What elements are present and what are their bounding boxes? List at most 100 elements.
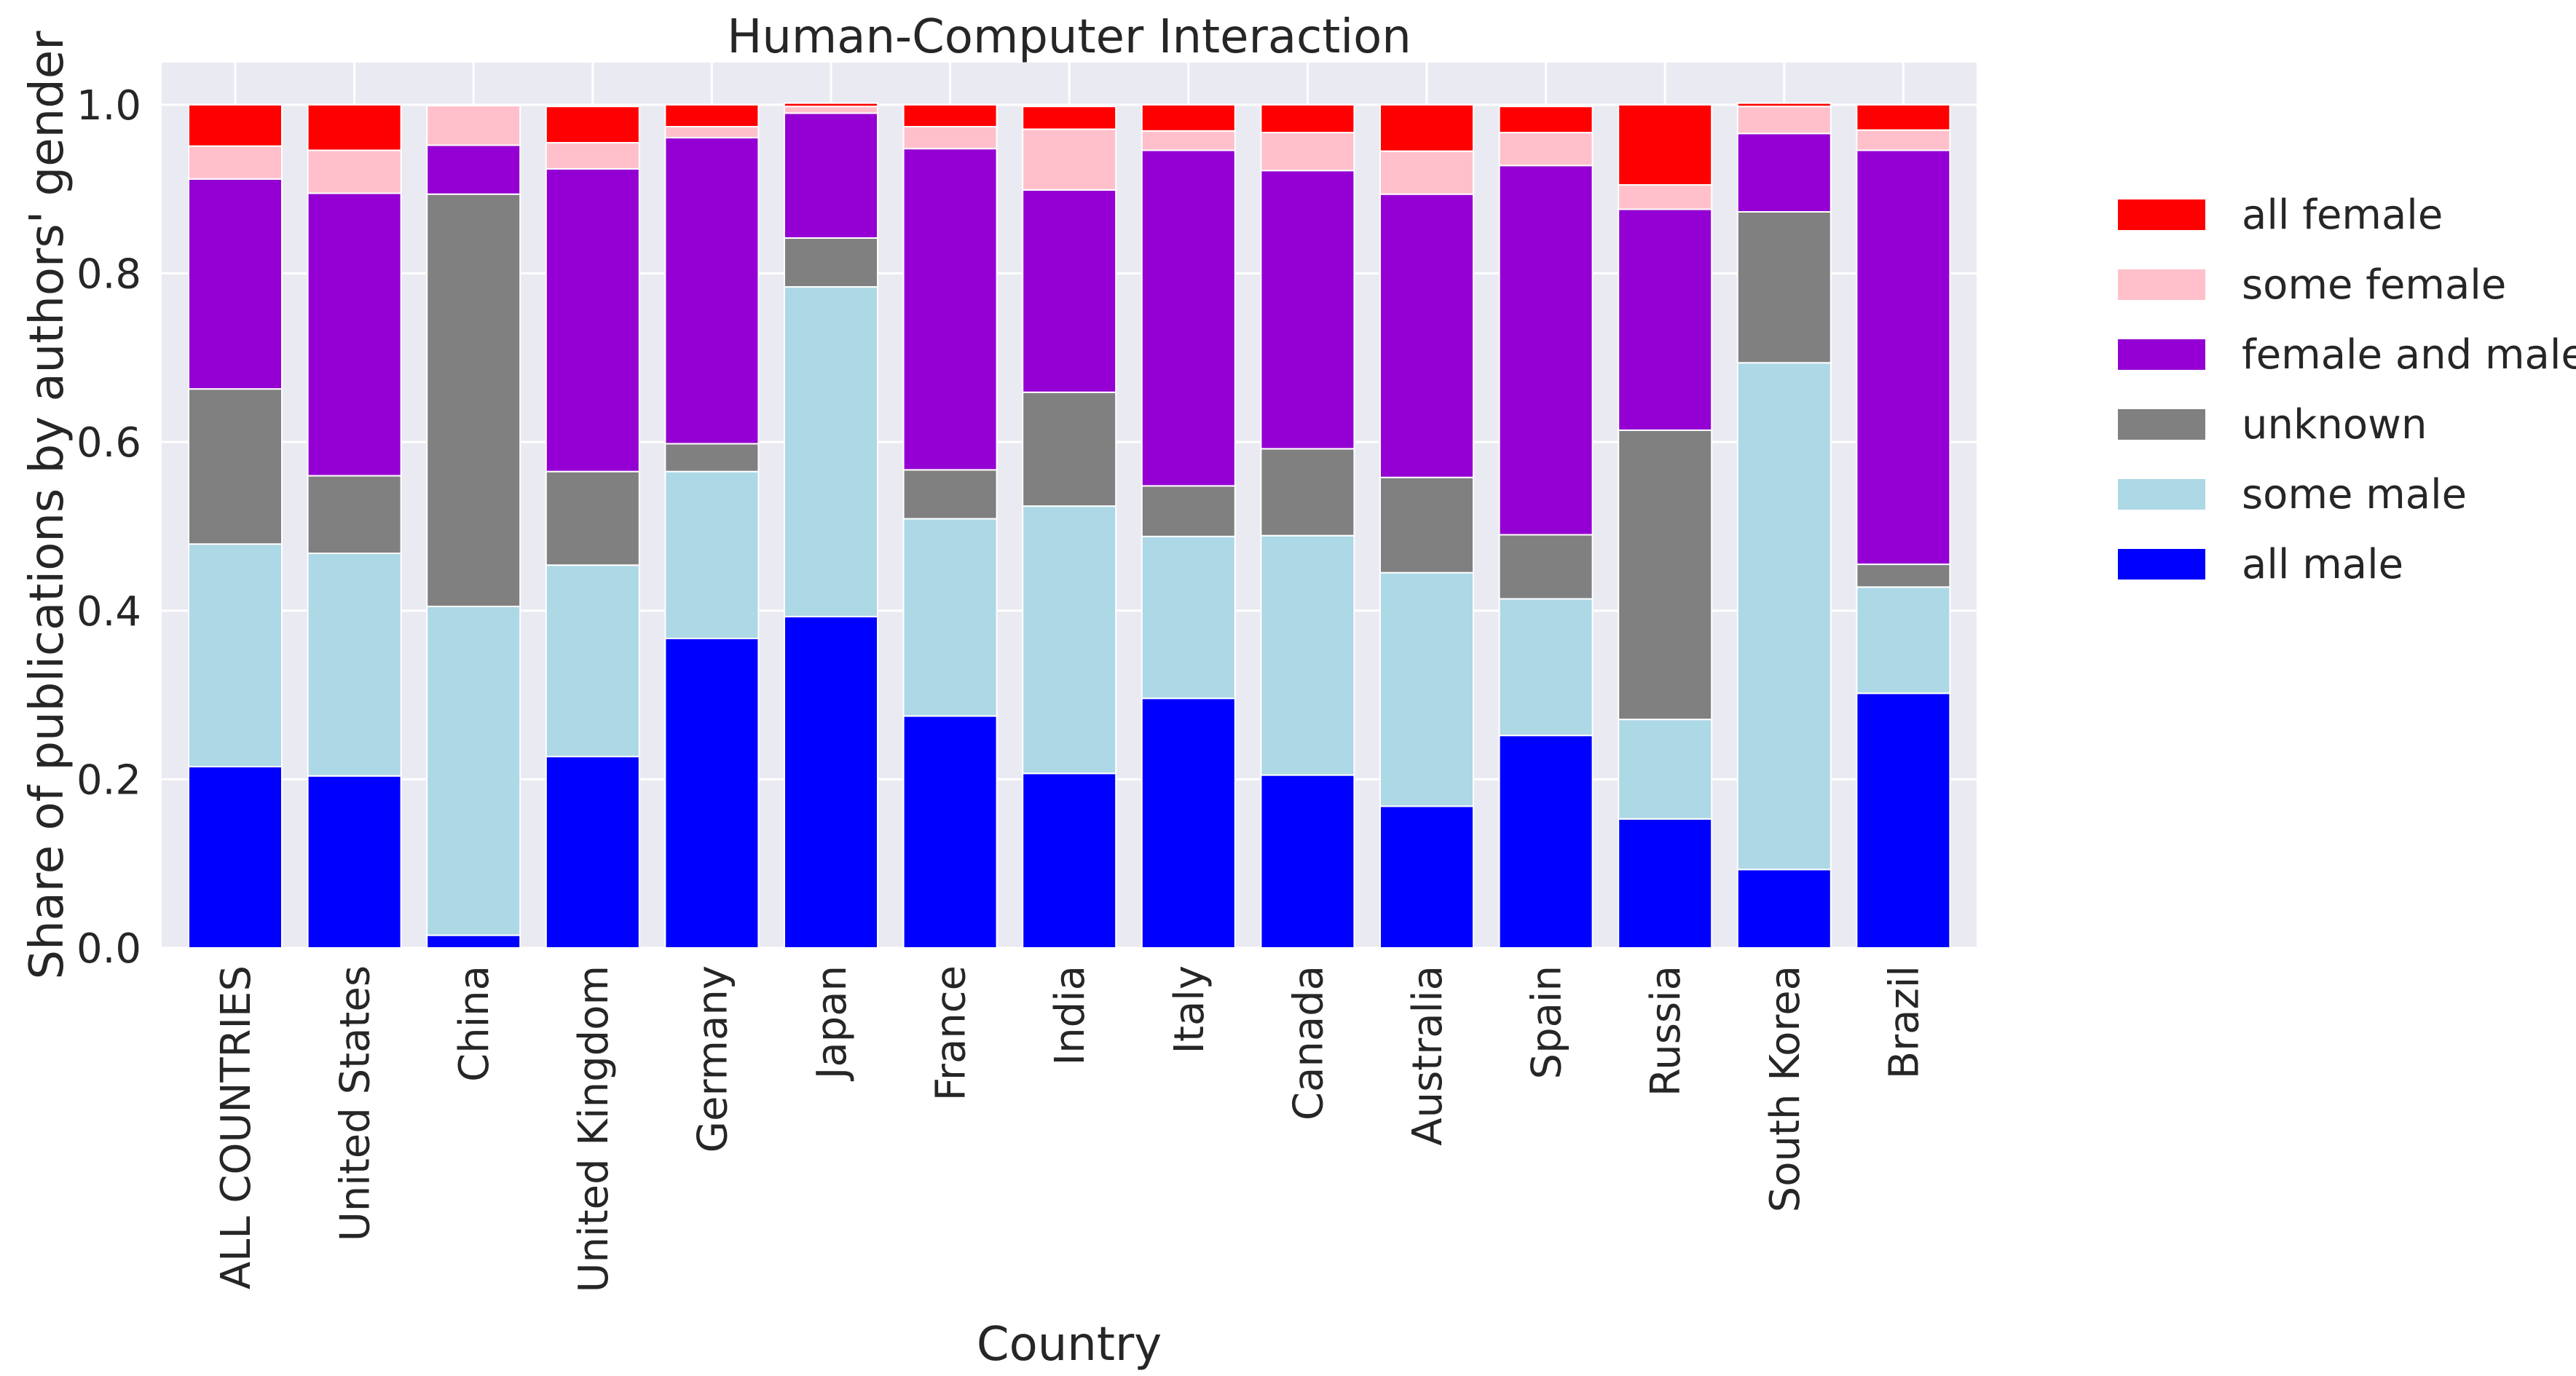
bar-segment	[545, 142, 640, 170]
bar-segment	[664, 470, 760, 639]
x-tick-label: India	[1047, 965, 1094, 1065]
bar-segment	[1260, 534, 1355, 776]
y-tick-label: 0.0	[76, 925, 141, 973]
bar-segment	[1618, 429, 1713, 721]
bar-segment	[664, 126, 760, 139]
x-tick-label: Germany	[689, 965, 736, 1152]
legend-label: all female	[2242, 191, 2443, 239]
bar-segment	[1141, 103, 1236, 132]
bar-segment	[1736, 133, 1832, 213]
legend-swatch	[2118, 409, 2205, 440]
bar-segment	[307, 103, 402, 151]
bar-segment	[1618, 818, 1713, 949]
bar-segment	[307, 149, 402, 194]
bar-segment	[1498, 165, 1594, 536]
legend-label: female and male	[2242, 331, 2576, 379]
x-tick-label: Australia	[1404, 965, 1452, 1146]
bar-segment	[1379, 476, 1474, 574]
bar-segment	[1141, 697, 1236, 949]
bar-segment	[1141, 485, 1236, 537]
bar-segment	[902, 126, 998, 150]
bar-segment	[902, 469, 998, 520]
bar-segment	[1856, 692, 1951, 949]
bar-segment	[664, 443, 760, 472]
bar-segment	[426, 144, 521, 195]
legend-swatch	[2118, 339, 2205, 370]
y-tick-label: 0.4	[76, 588, 141, 636]
bar-segment	[902, 518, 998, 717]
bar-segment	[1856, 564, 1951, 588]
bar-segment	[1618, 208, 1713, 431]
legend-swatch	[2118, 269, 2205, 300]
bar-segment	[1022, 106, 1117, 130]
x-tick-label: United States	[332, 965, 379, 1241]
bar-segment	[1260, 132, 1355, 172]
bar-segment	[664, 103, 760, 128]
y-axis-ticks: 0.0 0.2 0.4 0.6 0.8 1.0	[76, 82, 141, 973]
bar-segment	[188, 103, 283, 147]
bar-segment	[426, 605, 521, 936]
bar-segment	[1856, 149, 1951, 566]
bar-segment	[1260, 103, 1355, 134]
x-tick-label: Japan	[808, 965, 856, 1081]
bar-segment	[1022, 189, 1117, 393]
bar-segment	[188, 145, 283, 180]
bar-segment	[188, 766, 283, 949]
bar-segment	[1022, 772, 1117, 949]
bar-segment	[1498, 534, 1594, 600]
bar-segment	[1379, 103, 1474, 152]
bar-segment	[664, 137, 760, 445]
bar-segment	[307, 475, 402, 555]
bar-segment	[307, 775, 402, 949]
bar-segment	[1736, 869, 1832, 949]
bar-segment	[188, 388, 283, 545]
legend-swatch	[2118, 199, 2205, 230]
bar-segment	[1022, 505, 1117, 775]
x-axis-label: Country	[977, 1318, 1162, 1372]
bar-segment	[1022, 391, 1117, 507]
bar-segment	[1856, 129, 1951, 151]
bar-segment	[902, 103, 998, 128]
legend: all female some female female and male unkn…	[2118, 191, 2576, 588]
x-tick-label: Spain	[1524, 965, 1571, 1079]
bar-segment	[1379, 572, 1474, 807]
bar-segment	[1498, 106, 1594, 134]
x-tick-label: Italy	[1166, 965, 1213, 1054]
bar-segment	[784, 106, 878, 114]
x-tick-label: Canada	[1285, 965, 1332, 1120]
bar-segment	[1736, 362, 1832, 871]
bar-segment	[1856, 586, 1951, 695]
legend-label: some male	[2242, 471, 2467, 518]
x-tick-label: ALL COUNTRIES	[213, 965, 260, 1289]
chart-title: Human-Computer Interaction	[727, 10, 1411, 64]
bar-segment	[426, 934, 521, 949]
x-axis-ticks: ALL COUNTRIES United States China United Ki…	[213, 965, 1928, 1292]
bar-segment	[1379, 193, 1474, 478]
bar-segment	[902, 715, 998, 949]
bar-segment	[545, 106, 640, 144]
bar-segment	[1141, 149, 1236, 487]
bar-segment	[902, 148, 998, 471]
bar-segment	[1141, 535, 1236, 700]
bar-segment	[1618, 183, 1713, 210]
bar-segment	[1260, 448, 1355, 537]
bar-segment	[1498, 598, 1594, 737]
bar-segment	[188, 543, 283, 768]
bar-segment	[426, 193, 521, 607]
bar-segment	[1022, 128, 1117, 191]
y-tick-label: 0.6	[76, 419, 141, 467]
bar-segment	[307, 553, 402, 777]
x-tick-label: South Korea	[1762, 965, 1809, 1212]
bar-segment	[426, 105, 521, 146]
bar-segment	[784, 112, 878, 239]
bar-segment	[1736, 106, 1832, 135]
bar-segment	[1736, 102, 1832, 108]
bar-segment	[664, 637, 760, 949]
bar-segment	[784, 615, 878, 949]
bar-segment	[784, 102, 878, 108]
bar-segment	[1379, 150, 1474, 195]
bars	[188, 102, 1951, 949]
bar-segment	[545, 756, 640, 949]
y-tick-label: 0.2	[76, 756, 141, 804]
